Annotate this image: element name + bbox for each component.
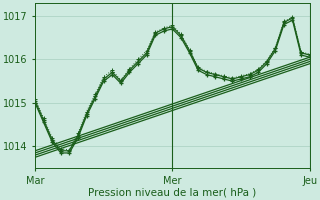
- X-axis label: Pression niveau de la mer( hPa ): Pression niveau de la mer( hPa ): [88, 187, 256, 197]
